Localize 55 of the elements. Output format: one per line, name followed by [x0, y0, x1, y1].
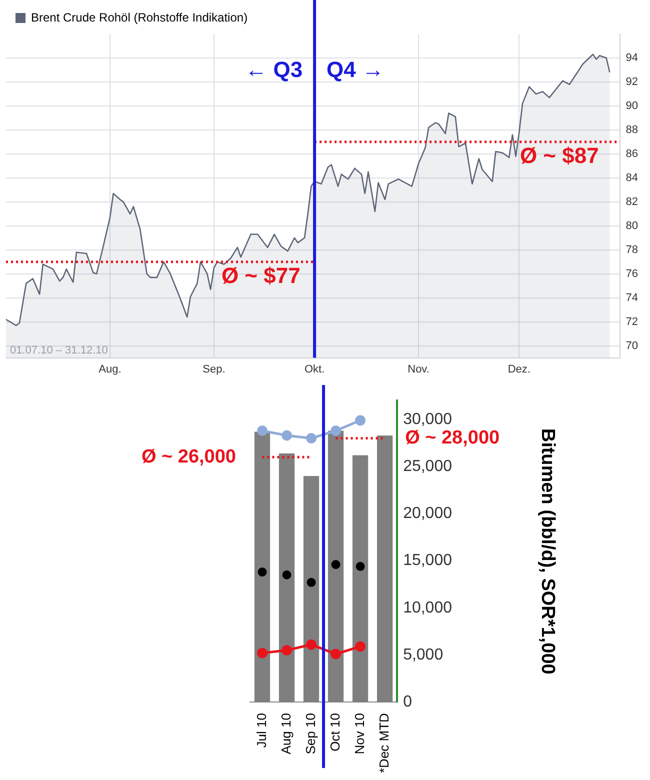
y-tick-label: 76: [626, 268, 638, 280]
y-tick-label: 25,000: [403, 458, 452, 475]
y-tick-label: 30,000: [403, 410, 452, 428]
annotation: Ø ~ 28,000: [405, 428, 500, 449]
point: [331, 560, 340, 570]
point: [330, 425, 342, 436]
point: [282, 570, 292, 580]
point: [306, 639, 317, 650]
point: [257, 648, 268, 658]
point: [257, 425, 268, 436]
y-tick-label: 84: [626, 172, 638, 184]
y-tick-label: 70: [626, 340, 638, 352]
y-tick-label: 78: [626, 244, 638, 256]
x-tick-label: *Dec MTD: [376, 713, 392, 774]
point: [355, 415, 366, 426]
annotation: Ø ~ $87: [520, 142, 599, 168]
point: [355, 641, 366, 652]
point: [306, 578, 316, 587]
point: [282, 430, 292, 441]
y-tick-label: 0: [403, 693, 412, 710]
y-tick-label: 92: [626, 76, 638, 88]
y-tick-label: 20,000: [403, 505, 452, 522]
y-tick-label: 80: [626, 220, 638, 232]
point: [282, 644, 292, 656]
x-tick-label: Sep.: [202, 363, 226, 376]
point: [306, 433, 317, 444]
y-tick-label: 94: [626, 52, 638, 64]
y-tick-label: 86: [626, 148, 638, 160]
annotation: Ø ~ 26,000: [141, 446, 236, 468]
annotation: Ø ~ $77: [221, 262, 300, 288]
legend-label: Brent Crude Rohöl (Rohstoffe Indikation): [31, 10, 248, 24]
y-tick-label: 10,000: [403, 599, 452, 616]
x-tick-label: Aug 10: [278, 713, 294, 754]
x-tick-label: Okt.: [304, 363, 325, 376]
y-tick-label: 15,000: [403, 552, 452, 570]
y-axis-title: Bitumen (bbl/d), SOR*1,000: [536, 428, 558, 674]
x-tick-label: Nov.: [408, 363, 430, 376]
annotation: Q4 →: [326, 57, 384, 82]
y-tick-label: 72: [626, 316, 638, 328]
point: [330, 648, 342, 660]
x-tick-label: Nov 10: [352, 713, 367, 754]
x-tick-label: Aug.: [98, 363, 122, 376]
x-tick-label: Jul 10: [254, 713, 269, 748]
annotation: ← Q3: [245, 57, 303, 82]
y-tick-label: 88: [626, 124, 638, 136]
point: [356, 562, 365, 571]
x-tick-label: Dez.: [508, 363, 530, 376]
y-tick-label: 90: [626, 100, 638, 112]
point: [258, 568, 267, 577]
x-tick-label: Oct 10: [327, 713, 342, 752]
x-tick-label: Sep 10: [302, 713, 318, 754]
y-tick-label: 5,000: [403, 646, 444, 664]
annotation: 01.07.10 – 31.12.10: [10, 344, 108, 356]
y-tick-label: 82: [626, 196, 638, 208]
y-tick-label: 74: [626, 292, 638, 304]
